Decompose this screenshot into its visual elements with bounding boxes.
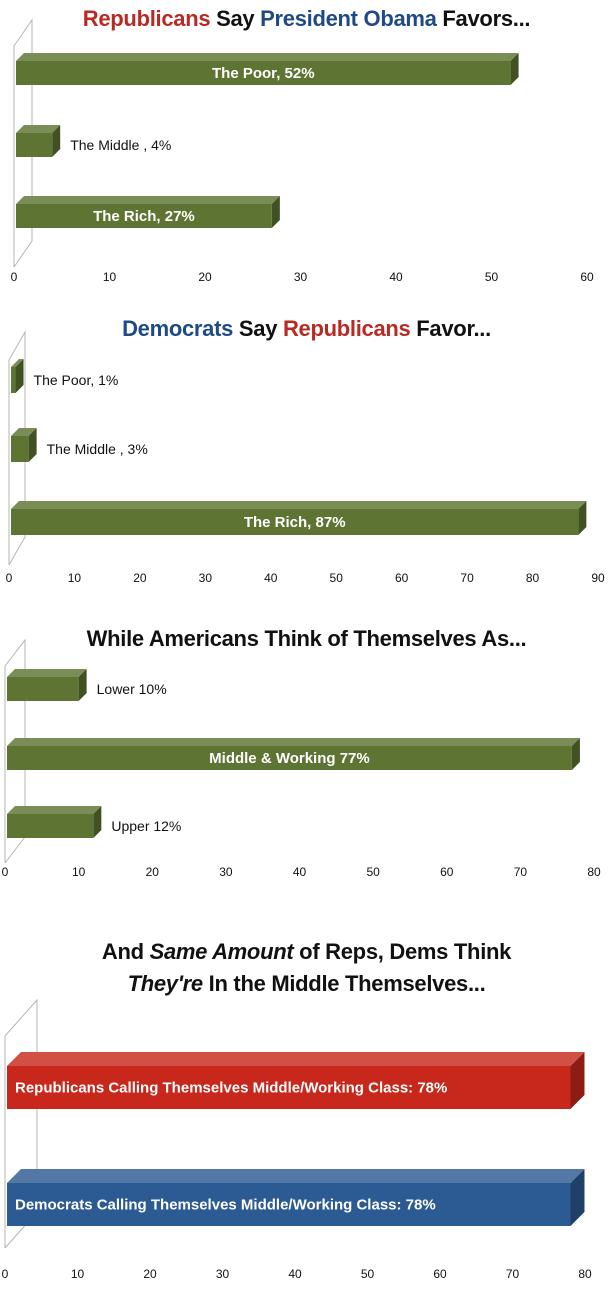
bar (7, 738, 580, 770)
x-tick-label: 20 (146, 865, 160, 879)
x-tick-label: 80 (578, 1267, 592, 1281)
x-tick-label: 70 (460, 571, 474, 585)
x-tick-label: 60 (395, 571, 409, 585)
title-part: of Reps, Dems Think (293, 939, 512, 964)
x-tick-label: 0 (2, 865, 9, 879)
bar (11, 359, 24, 393)
title-part: And (101, 939, 150, 964)
bar-data-label: The Rich, 87% (244, 514, 346, 531)
chart-2: 0 10 20 30 40 50 60 70 80 90 The Poor, 1% The Middl… (6, 330, 605, 585)
x-tick-label: 10 (103, 270, 117, 284)
x-tick-label: 80 (587, 865, 601, 879)
bar-data-label: The Poor, 52% (212, 65, 315, 82)
x-tick-label: 0 (2, 1267, 9, 1281)
x-tick-label: 10 (72, 865, 86, 879)
bar-data-label: Middle & Working 77% (209, 750, 370, 767)
title-line: They're In the Middle Themselves... (0, 968, 613, 1000)
x-tick-label: 60 (440, 865, 454, 879)
bar (11, 501, 587, 535)
bar-data-label: Republicans Calling Themselves Middle/Wo… (15, 1080, 447, 1097)
bar-data-label: Democrats Calling Themselves Middle/Work… (15, 1197, 436, 1214)
bar-data-label: Upper 12% (111, 818, 181, 834)
bar-data-label: The Poor, 1% (34, 372, 119, 388)
x-tick-label: 30 (294, 270, 308, 284)
chart-1-title: Republicans Say President Obama Favors..… (0, 6, 613, 32)
title-part: President Obama (260, 6, 437, 31)
x-tick-label: 60 (580, 270, 594, 284)
title-part: In the Middle Themselves... (202, 971, 486, 996)
x-tick-label: 40 (264, 571, 278, 585)
x-tick-label: 40 (389, 270, 403, 284)
x-tick-label: 50 (485, 270, 499, 284)
bar (16, 196, 280, 228)
title-line: And Same Amount of Reps, Dems Think (0, 936, 613, 968)
x-tick-label: 80 (526, 571, 540, 585)
title-part: While Americans Think of Themselves As..… (86, 626, 527, 651)
bar (7, 1052, 585, 1109)
chart-3: 0 10 20 30 40 50 60 70 80 Lower 10% Middle & Worki… (2, 638, 601, 879)
x-tick-label: 60 (433, 1267, 447, 1281)
chart-2-title: Democrats Say Republicans Favor... (0, 316, 613, 342)
x-tick-label: 20 (198, 270, 212, 284)
bar (7, 1169, 585, 1226)
x-tick-label: 90 (591, 571, 605, 585)
x-tick-label: 70 (514, 865, 528, 879)
x-tick-label: 40 (293, 865, 307, 879)
x-tick-label: 30 (219, 865, 233, 879)
title-part: Say (233, 316, 283, 341)
x-tick-label: 10 (71, 1267, 85, 1281)
chart-1: 0 10 20 30 40 50 60 The Poor, 52% The Middle , 4… (11, 18, 594, 284)
bar-data-label: The Middle , 4% (70, 137, 171, 153)
x-tick-label: 10 (68, 571, 82, 585)
title-part: Favors... (436, 6, 531, 31)
x-tick-label: 50 (366, 865, 380, 879)
bar-data-label: The Middle , 3% (47, 441, 148, 457)
chart-4: 0 10 20 30 40 50 60 70 80 Republicans Calling The… (2, 998, 592, 1281)
title-part: Same Amount (149, 939, 294, 964)
x-tick-label: 20 (133, 571, 147, 585)
chart-4-title: And Same Amount of Reps, Dems Think They'… (0, 936, 613, 1000)
title-part: Republicans (82, 6, 211, 31)
title-part: They're (127, 971, 204, 996)
title-part: Democrats (122, 316, 234, 341)
x-tick-label: 30 (199, 571, 213, 585)
x-tick-label: 20 (143, 1267, 157, 1281)
bar-data-label: The Rich, 27% (93, 208, 195, 225)
title-part: Say (210, 6, 261, 31)
bar (16, 53, 519, 85)
x-tick-label: 30 (216, 1267, 230, 1281)
x-tick-label: 0 (11, 270, 18, 284)
x-tick-label: 0 (6, 571, 13, 585)
title-part: Favor... (410, 316, 491, 341)
x-tick-label: 40 (288, 1267, 302, 1281)
chart-3-title: While Americans Think of Themselves As..… (0, 626, 613, 652)
bar (11, 428, 37, 462)
x-tick-label: 70 (506, 1267, 520, 1281)
bar (7, 669, 87, 701)
bar (16, 125, 61, 157)
x-tick-label: 50 (330, 571, 344, 585)
x-tick-label: 50 (361, 1267, 375, 1281)
title-part: Republicans (282, 316, 411, 341)
bar (7, 806, 102, 838)
bar-data-label: Lower 10% (97, 681, 167, 697)
